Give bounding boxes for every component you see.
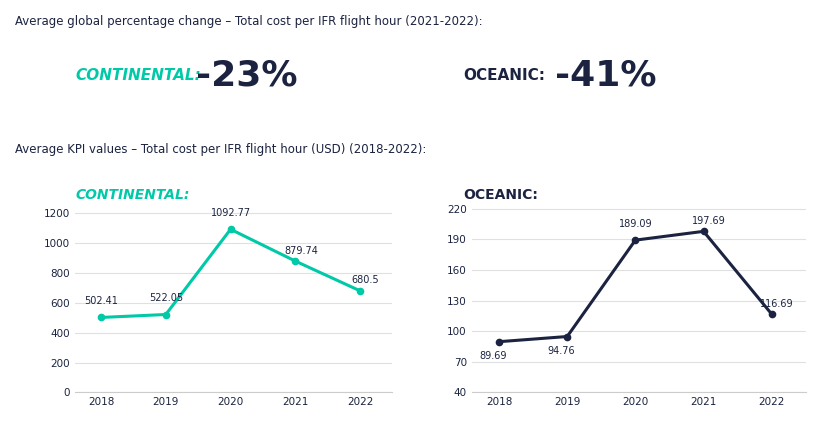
Text: OCEANIC:: OCEANIC: bbox=[463, 188, 539, 202]
Text: 94.76: 94.76 bbox=[548, 346, 575, 356]
Text: 1092.77: 1092.77 bbox=[210, 208, 250, 218]
Text: CONTINENTAL:: CONTINENTAL: bbox=[75, 68, 201, 84]
Text: -23%: -23% bbox=[196, 59, 298, 93]
Text: OCEANIC:: OCEANIC: bbox=[463, 68, 545, 84]
Text: -41%: -41% bbox=[555, 59, 657, 93]
Text: 116.69: 116.69 bbox=[761, 298, 794, 308]
Text: CONTINENTAL:: CONTINENTAL: bbox=[75, 188, 190, 202]
Text: 879.74: 879.74 bbox=[284, 246, 318, 256]
Text: 189.09: 189.09 bbox=[619, 219, 652, 229]
Text: 502.41: 502.41 bbox=[84, 296, 118, 306]
Text: Average global percentage change – Total cost per IFR flight hour (2021-2022):: Average global percentage change – Total… bbox=[15, 15, 483, 28]
Text: 680.5: 680.5 bbox=[352, 275, 379, 285]
Text: 89.69: 89.69 bbox=[480, 351, 507, 361]
Text: Average KPI values – Total cost per IFR flight hour (USD) (2018-2022):: Average KPI values – Total cost per IFR … bbox=[15, 143, 427, 157]
Text: 197.69: 197.69 bbox=[692, 216, 726, 226]
Text: 522.05: 522.05 bbox=[149, 293, 183, 303]
